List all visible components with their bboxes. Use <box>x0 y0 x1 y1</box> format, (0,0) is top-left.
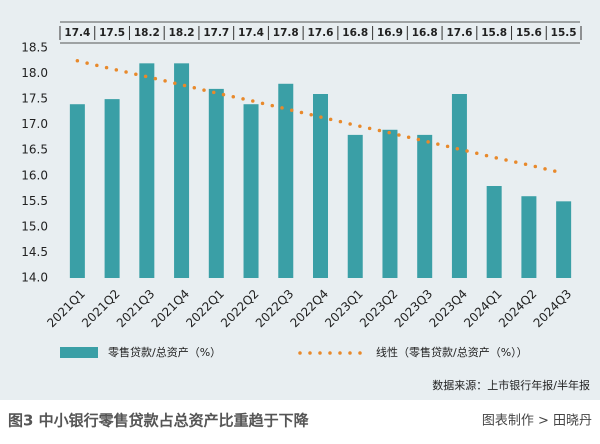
y-tick-label: 15.0 <box>21 219 48 233</box>
data-label: 17.5 <box>99 27 125 39</box>
data-label: 16.8 <box>412 27 438 39</box>
bar <box>521 196 537 278</box>
y-tick-label: 16.5 <box>21 143 48 157</box>
trend-line <box>75 59 566 175</box>
bar <box>69 104 85 278</box>
bar <box>208 88 224 278</box>
source: 数据来源：上市银行年报/半年报 <box>432 378 590 392</box>
credit: 图表制作 > 田晓丹 <box>482 414 592 429</box>
data-label: 16.9 <box>377 27 403 39</box>
legend-label: 线性（零售贷款/总资产（%）） <box>376 345 528 359</box>
bar <box>139 63 155 279</box>
y-tick-label: 17.5 <box>21 92 48 106</box>
data-label: 17.4 <box>64 27 90 39</box>
y-tick-label: 18.5 <box>21 41 48 55</box>
bar <box>104 99 120 278</box>
y-tick-label: 14.0 <box>21 271 48 285</box>
data-label: 17.4 <box>238 27 264 39</box>
data-label: 17.6 <box>308 27 334 39</box>
caption: 图3 中小银行零售贷款占总资产比重趋于下降 <box>8 412 310 430</box>
y-tick-label: 17.0 <box>21 117 48 131</box>
data-label: 18.2 <box>169 27 195 39</box>
y-tick-label: 15.5 <box>21 194 48 208</box>
y-tick-label: 16.0 <box>21 168 48 182</box>
bar <box>382 129 398 278</box>
data-label: 15.6 <box>516 27 542 39</box>
data-label: 17.7 <box>203 27 229 39</box>
bar <box>451 94 467 278</box>
legend-swatch <box>60 347 98 358</box>
data-label: 15.5 <box>551 27 577 39</box>
bar <box>278 83 294 279</box>
data-label: 17.8 <box>273 27 299 39</box>
bar <box>417 134 433 278</box>
legend-label: 零售贷款/总资产（%） <box>108 345 221 359</box>
chart-background <box>0 0 600 400</box>
y-tick-label: 18.0 <box>21 66 48 80</box>
bar <box>174 63 190 279</box>
data-label: 18.2 <box>134 27 160 39</box>
bar <box>313 94 328 278</box>
data-label: 16.8 <box>342 27 368 39</box>
bar <box>556 201 572 278</box>
data-label: 15.8 <box>481 27 507 39</box>
data-label: 17.6 <box>446 27 472 39</box>
bar <box>243 104 259 278</box>
bar <box>347 134 363 278</box>
y-tick-label: 14.5 <box>21 245 48 259</box>
bar <box>486 186 502 278</box>
